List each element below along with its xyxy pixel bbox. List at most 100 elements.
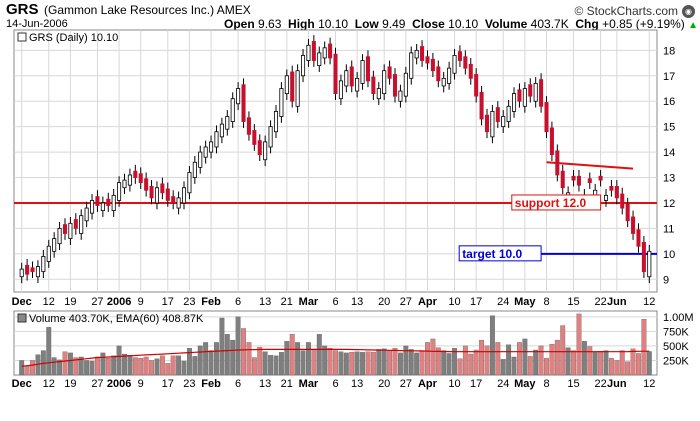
x-tick-label: Feb (201, 378, 221, 390)
candle (35, 266, 40, 278)
candle (425, 56, 430, 64)
volume-bar (560, 325, 566, 376)
price-tick-label: 13 (663, 173, 675, 185)
candle (328, 43, 333, 59)
volume-bar (462, 345, 468, 376)
volume-bar (84, 360, 90, 376)
volume-bar (425, 342, 430, 376)
volume-bar (197, 345, 203, 376)
quote-date: 14-Jun-2006 (6, 18, 68, 30)
chg-value: +0.85 (+9.19%) (602, 17, 685, 31)
high-value: 10.10 (318, 17, 349, 31)
candle (181, 187, 187, 204)
volume-bar (517, 342, 522, 376)
candle (614, 186, 619, 199)
volume-bar (73, 357, 79, 376)
candle (409, 52, 414, 79)
volume-bar (333, 350, 338, 376)
brand-link[interactable]: © StockCharts.com (574, 4, 678, 18)
candle (111, 194, 116, 212)
volume-bar (322, 345, 328, 376)
price-tick-label: 10 (663, 249, 675, 261)
volume-bar (549, 344, 555, 376)
candle (95, 196, 100, 206)
volume-bar (46, 327, 52, 376)
candle (490, 110, 495, 138)
volume-bar (273, 355, 279, 376)
volume-bar (100, 352, 106, 376)
candle (533, 83, 538, 102)
volume-bar (67, 352, 73, 376)
volume-bar (24, 366, 30, 376)
candle (609, 186, 614, 191)
x-tick-label: Dec (12, 378, 32, 390)
volume-bar (441, 350, 447, 376)
x-tick-label: 10 (448, 296, 460, 308)
candle (484, 114, 490, 133)
candle (576, 175, 581, 186)
high-label: High (288, 17, 315, 31)
volume-bar (214, 342, 219, 376)
candle (539, 79, 544, 107)
candle (452, 55, 457, 74)
x-tick-label: 6 (235, 296, 241, 308)
candle (19, 268, 24, 278)
x-tick-label: 13 (351, 296, 363, 308)
volume-bar (105, 357, 111, 376)
volume-bar (506, 344, 512, 376)
volume-bar (111, 355, 117, 376)
candle (106, 198, 111, 206)
volume-bar (457, 358, 463, 376)
volume-bar (165, 363, 171, 376)
candle (192, 161, 197, 178)
x-tick-label: 24 (497, 378, 509, 390)
x-tick-label: 6 (332, 296, 338, 308)
candle (25, 264, 30, 275)
candle (333, 53, 338, 94)
volume-bar (170, 355, 176, 376)
candle (528, 84, 533, 97)
x-tick-label: 9 (138, 296, 144, 308)
candle (236, 88, 241, 105)
x-tick-label: 13 (259, 378, 271, 390)
candle (90, 200, 95, 214)
x-tick-label: 12 (43, 296, 55, 308)
candle (392, 74, 398, 97)
volume-bar (284, 341, 290, 376)
candle (138, 173, 143, 184)
candle (79, 215, 84, 234)
x-tick-label: 6 (235, 378, 241, 390)
volume-bar (230, 339, 236, 376)
volume-bar (154, 358, 160, 376)
volume-bar (500, 359, 506, 376)
volume-bar (387, 350, 393, 376)
volume-bar (544, 357, 549, 376)
x-tick-label: 27 (400, 378, 412, 390)
volume-bar (625, 361, 631, 376)
x-tick-label: 15 (567, 296, 579, 308)
volume-bar (30, 360, 35, 376)
candle (598, 175, 603, 181)
candle (647, 250, 652, 278)
volume-label: Volume (484, 17, 528, 31)
candle (603, 194, 609, 201)
candle (57, 228, 62, 245)
x-tick-label: 9 (138, 378, 144, 390)
candle (176, 197, 181, 209)
volume-bar (306, 342, 311, 376)
x-tick-label: 8 (543, 296, 549, 308)
x-tick-label: 2006 (107, 296, 131, 308)
candle (571, 175, 576, 181)
candle (149, 186, 154, 199)
volume-bar (327, 348, 333, 376)
volume-bar (392, 348, 398, 376)
volume-bar (646, 351, 652, 376)
candlestick-series (19, 35, 652, 284)
candle (165, 188, 170, 201)
support-label: support 12.0 (515, 196, 587, 210)
candle (544, 102, 549, 133)
volume-bar (609, 357, 614, 376)
candle (295, 70, 300, 107)
price-y-axis: 9 10 11 12 13 14 15 16 17 18 (663, 45, 675, 286)
volume-bar (295, 342, 301, 376)
